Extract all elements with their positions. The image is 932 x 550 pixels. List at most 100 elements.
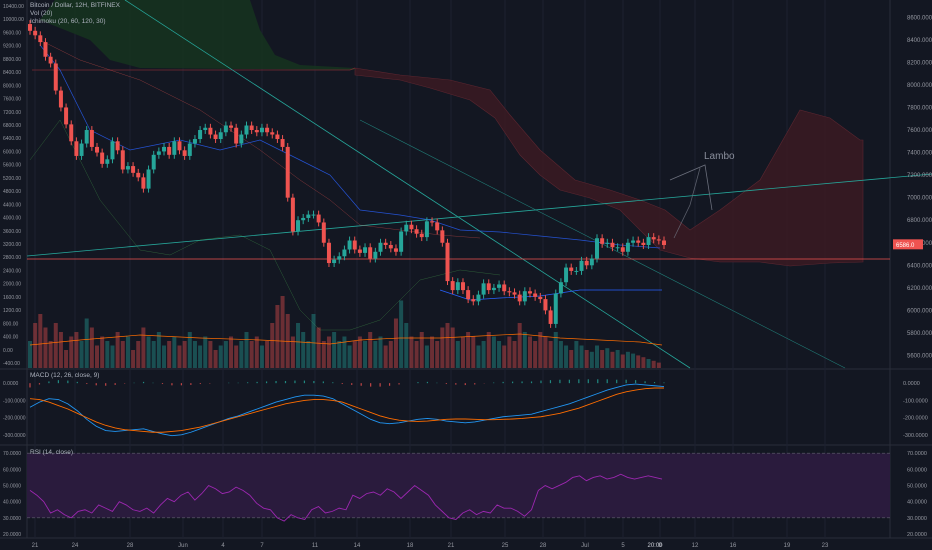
candle-body <box>110 141 115 160</box>
macd-axis-label-right: 0.0000 <box>903 381 920 387</box>
candle-body <box>543 299 548 311</box>
candle-body <box>332 259 337 264</box>
candlestick-series[interactable] <box>28 20 666 328</box>
volume-axis-label: 10400.00 <box>3 4 24 10</box>
volume-bar <box>249 341 254 368</box>
volume-bar <box>342 336 347 368</box>
candle-body <box>74 141 79 156</box>
candle-body <box>363 247 368 253</box>
candle-body <box>445 242 450 282</box>
macd-line <box>29 383 665 437</box>
candle-body <box>33 30 38 36</box>
candle-body <box>213 134 218 140</box>
volume-bar <box>110 345 115 368</box>
volume-bar <box>151 341 156 368</box>
candle-body <box>208 127 213 135</box>
volume-bar <box>120 341 125 368</box>
volume-bar <box>33 323 38 368</box>
rsi-axis-label-left: 50.0000 <box>3 484 21 490</box>
price-axis-label: 6800.0000 <box>907 218 932 224</box>
volume-bar <box>352 341 357 368</box>
volume-bar <box>125 336 130 368</box>
x-tick-label: 21 <box>448 543 455 549</box>
volume-bar <box>290 336 295 368</box>
candle-body <box>229 125 234 128</box>
ichimoku-indicator-label[interactable]: Ichimoku (20, 60, 120, 30) <box>30 18 106 25</box>
volume-bar <box>589 351 594 368</box>
lambo-annotation[interactable]: Lambo <box>704 151 735 162</box>
symbol-title[interactable]: Bitcoin / Dollar, 12H, BITFINEX <box>30 2 120 9</box>
candle-body <box>64 107 69 125</box>
volume-bar <box>435 341 440 368</box>
candle-body <box>125 166 130 170</box>
volume-axis-label: 7600.00 <box>3 97 21 103</box>
ichimoku-base-line <box>39 44 661 249</box>
volume-bar <box>306 341 311 368</box>
volume-bar <box>419 332 424 368</box>
candle-body <box>419 233 424 238</box>
volume-bar <box>558 341 563 368</box>
candle-body <box>564 267 569 283</box>
volume-axis-label: 400.00 <box>3 335 19 341</box>
candle-body <box>48 56 53 64</box>
price-axis-label: 8000.0000 <box>907 83 932 89</box>
volume-bar <box>316 327 321 368</box>
volume-bar <box>275 305 280 368</box>
volume-bar <box>636 355 641 368</box>
candle-body <box>594 238 599 259</box>
volume-bar <box>605 348 610 368</box>
candle-body <box>393 248 398 252</box>
volume-bar <box>610 351 615 368</box>
candle-body <box>316 214 321 223</box>
current-price-tag <box>893 239 923 250</box>
volume-bar <box>409 336 414 368</box>
volume-bar <box>105 341 110 368</box>
rsi-legend[interactable]: RSI (14, close) <box>30 449 73 456</box>
x-tick-label: 18 <box>407 543 414 549</box>
volume-axis-label: 0.00 <box>3 348 13 354</box>
volume-bar <box>48 341 53 368</box>
volume-bar <box>131 350 136 368</box>
candle-body <box>100 152 105 164</box>
volume-indicator-label[interactable]: Vol (20) <box>30 10 53 17</box>
price-axis-label: 8200.0000 <box>907 60 932 66</box>
price-axis-label: 7000.0000 <box>907 196 932 202</box>
volume-axis-label: 5200.00 <box>3 176 21 182</box>
volume-bar <box>187 332 192 368</box>
volume-bar <box>43 327 48 368</box>
price-axis-label: 8400.0000 <box>907 38 932 44</box>
volume-bar <box>620 354 625 368</box>
volume-bar <box>254 336 259 368</box>
macd-axis-label-right: -200.0000 <box>903 416 928 422</box>
candle-body <box>574 270 579 272</box>
x-tick-label: 14 <box>354 543 361 549</box>
volume-bar <box>100 336 105 368</box>
candle-body <box>533 293 538 297</box>
price-axis-label: 6000.0000 <box>907 308 932 314</box>
volume-bar <box>455 341 460 368</box>
volume-axis-label: 8000.00 <box>3 83 21 89</box>
volume-bar <box>141 327 146 368</box>
volume-bar <box>270 323 275 368</box>
volume-bar <box>517 323 522 368</box>
candle-body <box>404 224 409 232</box>
volume-bar <box>368 332 373 368</box>
candle-body <box>79 143 84 156</box>
macd-legend[interactable]: MACD (12, 26, close, 9) <box>30 372 100 379</box>
candle-body <box>357 249 362 253</box>
rsi-axis-label-right: 40.0000 <box>907 500 927 506</box>
volume-bar <box>259 345 264 368</box>
candle-body <box>177 141 182 151</box>
volume-bars <box>28 296 663 368</box>
candle-body <box>259 127 264 133</box>
candle-body <box>275 134 280 140</box>
macd-axis-label-left: -300.0000 <box>3 433 26 439</box>
volume-bar <box>69 336 74 368</box>
candle-body <box>584 260 589 266</box>
volume-bar <box>357 336 362 368</box>
volume-axis-label: 4400.00 <box>3 202 21 208</box>
candle-body <box>368 247 373 259</box>
volume-bar <box>311 314 316 368</box>
candle-body <box>409 224 414 230</box>
rsi-axis-label-left: 60.0000 <box>3 467 21 473</box>
